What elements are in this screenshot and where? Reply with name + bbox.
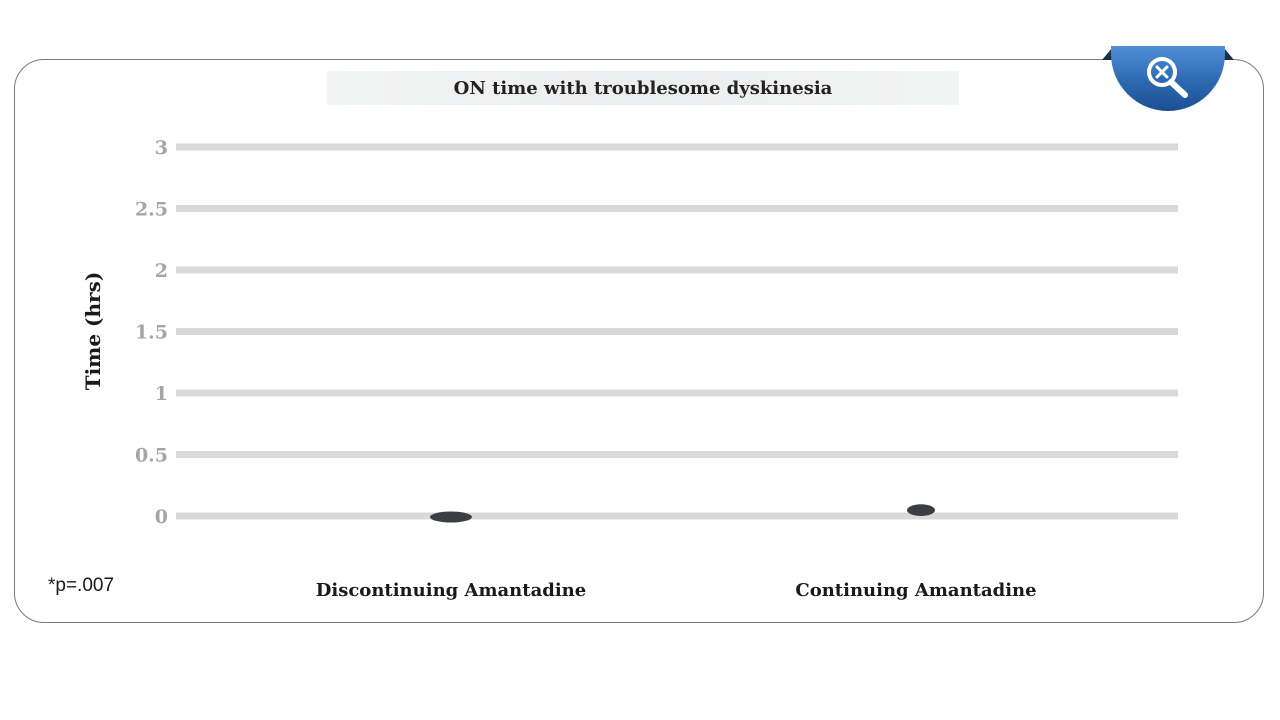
footnote: *p=.007 [48, 575, 115, 596]
y-tick-label: 2 [155, 260, 168, 282]
gridline [176, 266, 1178, 274]
y-tick-label: 1 [155, 383, 168, 405]
gridline [176, 451, 1178, 458]
chart-title: ON time with troublesome dyskinesia [327, 71, 959, 105]
zoom-out-icon [1147, 57, 1188, 98]
category-label: Discontinuing Amantadine [316, 580, 586, 601]
category-label: Continuing Amantadine [795, 580, 1036, 601]
gridline [176, 328, 1178, 335]
y-tick-label: 0 [155, 506, 168, 528]
bar-2 [907, 504, 935, 516]
y-tick-label: 2.5 [135, 199, 168, 221]
y-tick-label: 1.5 [135, 322, 168, 344]
bar-1 [430, 511, 472, 523]
y-tick-label: 3 [155, 137, 168, 159]
y-tick-label: 0.5 [135, 445, 168, 467]
zoom-button[interactable] [1102, 46, 1234, 114]
chart-frame [14, 59, 1264, 623]
gridline [176, 389, 1178, 397]
gridline [176, 143, 1178, 151]
gridline [176, 512, 1178, 520]
gridline [176, 205, 1178, 212]
